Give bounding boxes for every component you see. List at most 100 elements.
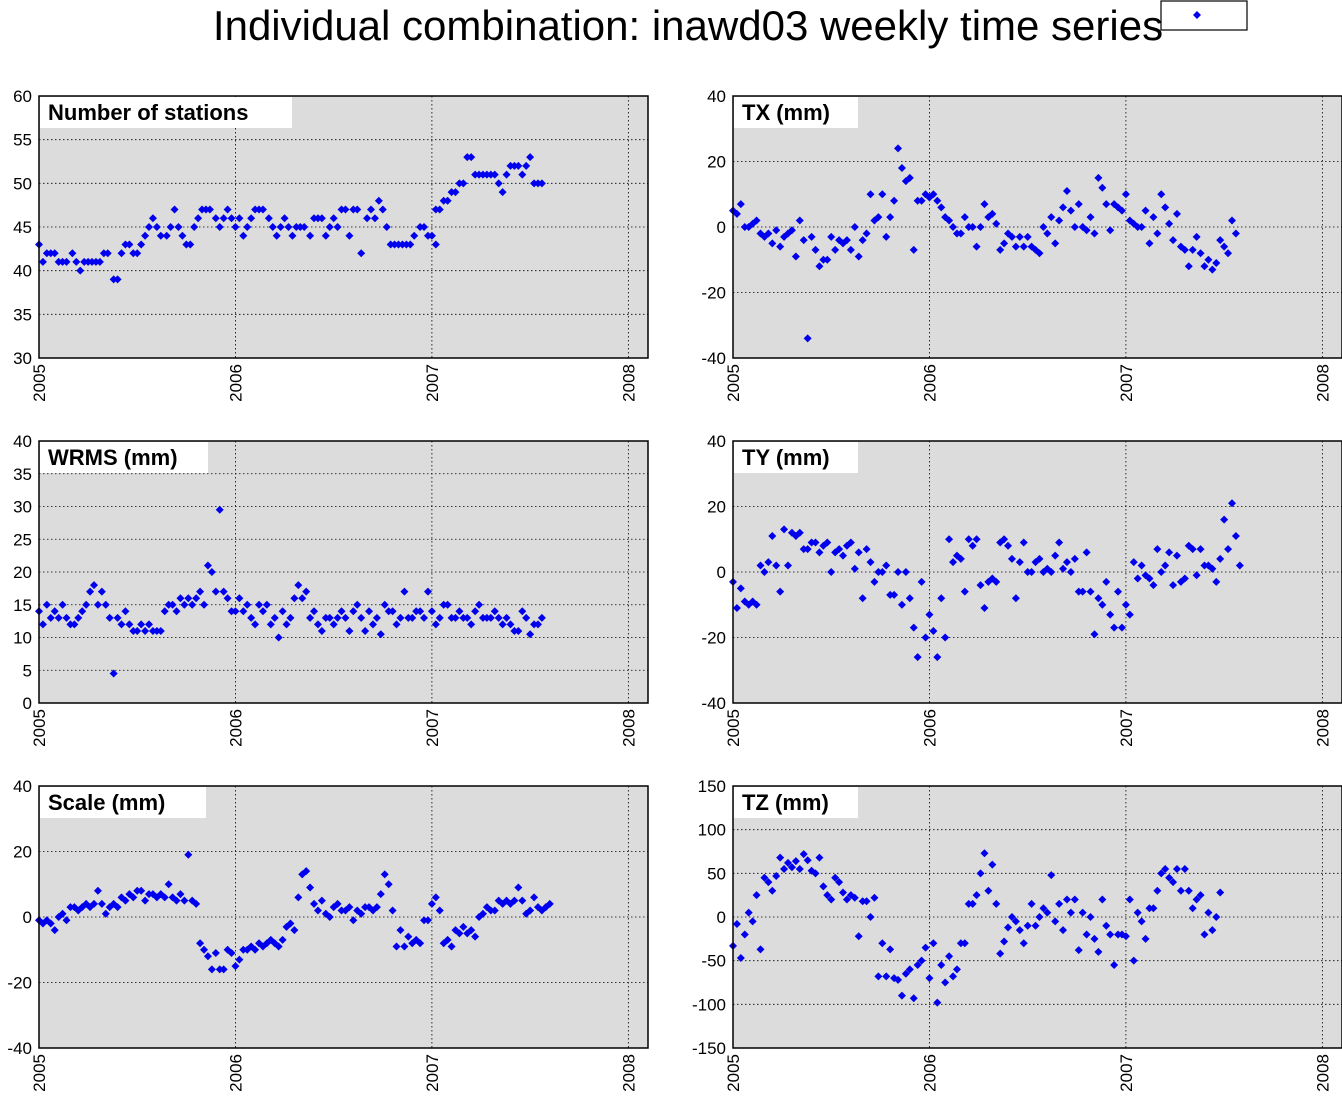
data-point — [1110, 623, 1119, 632]
data-point — [1145, 574, 1154, 583]
data-point — [186, 240, 195, 249]
x-tick-label: 2005 — [30, 1054, 49, 1092]
data-point — [1227, 499, 1236, 508]
x-tick-label: 2007 — [423, 364, 442, 402]
data-point — [752, 216, 761, 225]
y-tick-label: 40 — [13, 777, 32, 796]
data-point — [345, 231, 354, 240]
data-point — [58, 909, 67, 918]
plot-frame — [38, 785, 649, 1049]
data-point — [306, 883, 315, 892]
data-point — [93, 886, 102, 895]
data-point — [62, 613, 71, 622]
data-point — [90, 581, 99, 590]
data-point — [38, 257, 47, 266]
data-point — [1106, 226, 1115, 235]
data-point — [235, 955, 244, 964]
data-point — [510, 896, 519, 905]
data-point — [435, 613, 444, 622]
data-point — [819, 882, 828, 891]
data-point — [1121, 600, 1130, 609]
data-point — [1180, 574, 1189, 583]
data-point — [302, 587, 311, 596]
data-point — [1035, 913, 1044, 921]
data-point — [345, 626, 354, 635]
data-point — [396, 926, 405, 935]
data-point — [1204, 255, 1213, 264]
data-point — [502, 170, 511, 179]
data-point — [382, 223, 391, 231]
data-point — [905, 965, 914, 974]
data-point — [732, 209, 741, 218]
data-point — [427, 899, 436, 908]
data-point — [180, 600, 189, 609]
panel-label-box — [734, 442, 858, 473]
data-point — [152, 223, 161, 231]
plot-frame — [732, 95, 1342, 359]
data-point — [1216, 888, 1225, 897]
data-point — [353, 205, 362, 214]
data-point — [1172, 864, 1181, 873]
data-point — [1129, 558, 1138, 567]
data-point — [502, 613, 511, 622]
data-point — [799, 850, 808, 859]
data-point — [823, 891, 832, 900]
data-point — [1059, 203, 1068, 212]
data-point — [219, 965, 228, 974]
data-point — [215, 223, 224, 231]
data-point — [286, 919, 295, 928]
data-point — [1051, 239, 1060, 248]
data-point — [1055, 899, 1064, 908]
data-point — [756, 945, 765, 954]
data-point — [95, 257, 104, 266]
data-point — [1070, 895, 1079, 904]
data-point — [400, 587, 409, 596]
data-point — [231, 223, 240, 231]
data-point — [1121, 932, 1130, 941]
data-point — [325, 223, 334, 231]
data-point — [68, 249, 77, 258]
data-point — [518, 170, 527, 179]
data-point — [145, 223, 154, 231]
data-point — [917, 196, 926, 205]
data-point — [268, 223, 277, 231]
data-point — [518, 896, 527, 905]
data-point — [1019, 538, 1028, 547]
data-point — [1235, 561, 1244, 570]
data-point — [506, 899, 515, 908]
data-point — [361, 626, 370, 635]
x-tick-label: 2007 — [423, 1054, 442, 1092]
data-points — [729, 849, 1225, 1007]
data-point — [463, 613, 472, 622]
data-point — [768, 239, 777, 248]
data-point — [956, 554, 965, 563]
data-point — [780, 864, 789, 873]
data-point — [272, 231, 281, 240]
data-point — [917, 577, 926, 586]
data-point — [1035, 249, 1044, 258]
data-point — [357, 613, 366, 622]
panel-ty-mm: -40 -20 0 20 40 2005 2006 2007 2008 TY (mm) — [701, 432, 1342, 747]
data-point — [744, 908, 753, 917]
data-point — [467, 926, 476, 935]
data-point — [357, 909, 366, 918]
data-point — [874, 972, 883, 981]
data-point — [787, 863, 796, 872]
data-point — [486, 613, 495, 622]
data-point — [1031, 921, 1040, 930]
data-point — [164, 880, 173, 889]
data-point — [537, 179, 546, 188]
data-point — [803, 334, 812, 343]
data-point — [148, 214, 157, 223]
data-point — [443, 935, 452, 944]
data-point — [427, 231, 436, 240]
data-point — [732, 604, 741, 613]
data-point — [842, 236, 851, 245]
data-point — [207, 568, 216, 576]
data-point — [329, 620, 338, 629]
data-point — [180, 896, 189, 905]
y-tick-label: 0 — [23, 908, 32, 927]
data-point — [854, 932, 863, 941]
plot-frame — [732, 440, 1342, 704]
data-point — [1000, 535, 1009, 544]
